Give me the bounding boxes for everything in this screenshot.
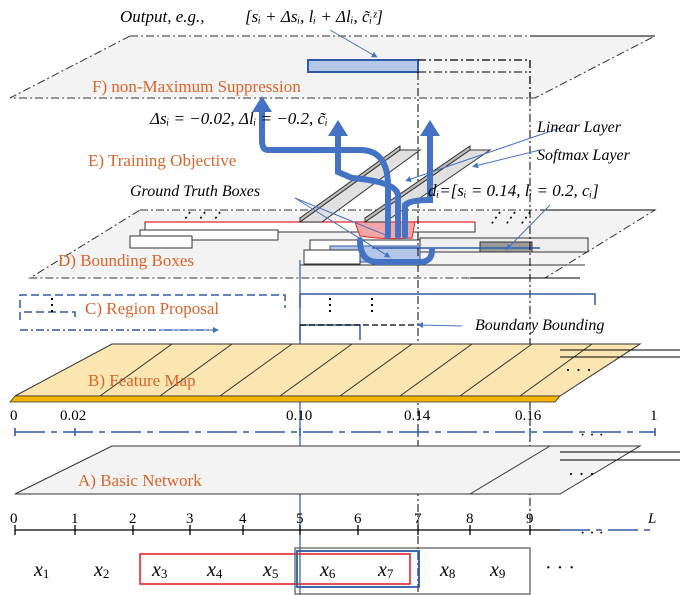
blue-window-box xyxy=(296,550,420,588)
stage-a-label: A) Basic Network xyxy=(78,471,202,490)
output-formula: [sᵢ + Δsᵢ, lᵢ + Δlᵢ, c̃ᵢᶻ] xyxy=(245,7,383,26)
pos-tick-7: 7 xyxy=(414,511,422,527)
linear-layer-slab xyxy=(298,145,422,223)
stage-d-label: D) Bounding Boxes xyxy=(58,251,194,270)
proposal-dots xyxy=(51,298,373,312)
nms-plane xyxy=(9,35,656,99)
token-x9: x9 xyxy=(489,559,505,581)
pos-tick-2: 2 xyxy=(129,511,137,527)
stage-b-label: B) Feature Map xyxy=(88,371,196,390)
feature-axis xyxy=(14,428,656,436)
pos-tick-4: 4 xyxy=(239,511,247,527)
pos-tick-6: 6 xyxy=(354,511,362,527)
offsets-formula: Δsᵢ = −0.02, Δlᵢ = −0.2, c̃ᵢ xyxy=(149,109,328,128)
softmax-layer-label: Softmax Layer xyxy=(537,147,631,164)
d-formula: dᵢ=[sᵢ = 0.14, lᵢ = 0.2, cᵢ] xyxy=(428,181,599,200)
tokens-ellipsis: · · · xyxy=(545,557,575,579)
token-x3: x3 xyxy=(151,559,167,581)
feature-axis-ellipsis: · · · xyxy=(580,427,604,444)
nms-output-box xyxy=(307,59,419,73)
feature-map-ellipsis: · · · xyxy=(565,360,592,380)
feature-map-plane xyxy=(9,343,680,403)
pos-tick-1: 1 xyxy=(71,511,79,527)
feature-tick-4: 0.16 xyxy=(515,408,542,424)
pos-tick-L: L xyxy=(647,511,656,527)
boundary-bounding-label: Boundary Bounding xyxy=(475,317,604,334)
position-axis-ellipsis: · · · xyxy=(580,525,604,542)
stage-f-label: F) non-Maximum Suppression xyxy=(92,77,301,96)
ground-truth-label: Ground Truth Boxes xyxy=(130,183,260,200)
linear-layer-label: Linear Layer xyxy=(536,119,622,136)
token-x6: x6 xyxy=(319,559,336,581)
feature-tick-2: 0.10 xyxy=(286,408,312,424)
token-x2: x2 xyxy=(93,559,109,581)
gray-window-box xyxy=(294,547,531,595)
feature-tick-0: 0 xyxy=(10,408,18,424)
token-x5: x5 xyxy=(262,559,278,581)
pos-tick-9: 9 xyxy=(526,511,534,527)
basic-network-plane xyxy=(14,445,680,495)
position-axis xyxy=(14,525,655,535)
pos-tick-3: 3 xyxy=(186,511,194,527)
stage-e-label: E) Training Objective xyxy=(88,151,236,170)
arrow-heads xyxy=(252,96,440,136)
feature-tick-1: 0.02 xyxy=(60,408,86,424)
feature-tick-3: 0.14 xyxy=(404,408,431,424)
token-x1: x1 xyxy=(33,559,49,581)
network-ellipsis: · · · xyxy=(568,464,595,484)
annotation-arrows xyxy=(160,29,561,333)
flow-arrows xyxy=(259,105,435,265)
stage-c-label: C) Region Proposal xyxy=(85,299,219,318)
red-window-box xyxy=(139,553,411,585)
feature-tick-5: 1 xyxy=(650,408,658,424)
pos-tick-0: 0 xyxy=(10,511,18,527)
token-x8: x8 xyxy=(439,559,455,581)
pos-tick-5: 5 xyxy=(296,511,304,527)
token-x4: x4 xyxy=(206,559,223,581)
output-label: Output, e.g., xyxy=(120,7,205,26)
token-x7: x7 xyxy=(377,559,394,581)
pos-tick-8: 8 xyxy=(466,511,474,527)
